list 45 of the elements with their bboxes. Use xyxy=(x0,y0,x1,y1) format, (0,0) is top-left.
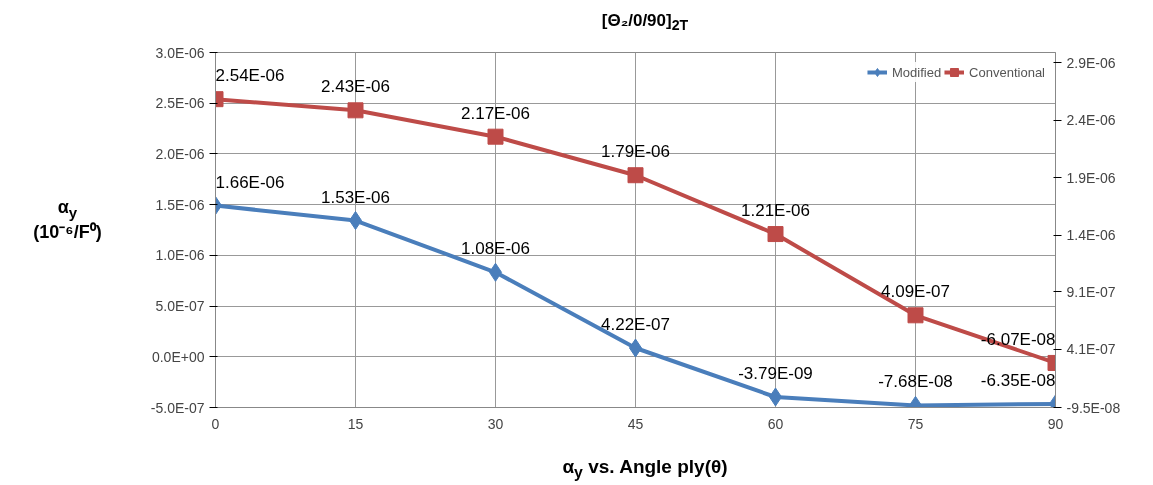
point xyxy=(627,167,644,184)
legend-label: Conventional xyxy=(969,64,1045,80)
y-tick-label: 2.0E-06 xyxy=(155,145,205,162)
y-tick-label: 3.0E-06 xyxy=(155,44,205,61)
y2-tick-label: 2.9E-06 xyxy=(1066,54,1116,71)
x-tick-label: 15 xyxy=(347,415,364,432)
y-tick-label: -5.0E-07 xyxy=(150,399,205,416)
y-tick-label: 5.0E-07 xyxy=(155,298,205,315)
data-label: 2.43E-06 xyxy=(321,77,390,97)
x-axis-title: α$_{y}$ vs. Angle ply(θ) xyxy=(562,456,728,483)
data-label: 1.79E-06 xyxy=(601,142,670,162)
data-label: 2.54E-06 xyxy=(215,66,285,86)
chart-title: [Θ₂/0/90]$_{2T}$ xyxy=(601,11,689,35)
data-label: 1.53E-06 xyxy=(321,187,390,207)
y2-tick-label: -9.5E-08 xyxy=(1066,399,1121,416)
y2-tick-label: 4.1E-07 xyxy=(1066,341,1116,358)
y-tick-label: 1.5E-06 xyxy=(155,196,205,213)
point xyxy=(767,226,784,243)
x-tick-label: 60 xyxy=(767,415,784,432)
point xyxy=(487,128,504,145)
data-label: 1.21E-06 xyxy=(741,201,810,221)
data-label: 4.09E-07 xyxy=(881,282,950,302)
data-label: 2.17E-06 xyxy=(461,103,530,123)
legend-label: Modified xyxy=(891,64,942,80)
y2-tick-label: 1.9E-06 xyxy=(1066,169,1116,186)
point xyxy=(347,102,364,119)
x-tick-label: 90 xyxy=(1047,415,1064,432)
y-axis-title: α$_{y}$ (10⁻⁶/F⁰) xyxy=(33,197,102,244)
x-tick-label: 75 xyxy=(907,415,924,432)
x-tick-label: 0 xyxy=(211,415,220,432)
data-label: -6.35E-08 xyxy=(980,370,1056,390)
y2-tick-label: 1.4E-06 xyxy=(1066,227,1116,244)
y2-tick-label: 9.1E-07 xyxy=(1066,283,1116,300)
data-label: 1.66E-06 xyxy=(215,172,285,192)
y-tick-label: 2.5E-06 xyxy=(155,95,205,112)
data-label: 1.08E-06 xyxy=(461,239,530,259)
data-label: 4.22E-07 xyxy=(601,315,670,335)
y-tick-label: 0.0E+00 xyxy=(151,348,205,365)
y2-tick-label: 2.4E-06 xyxy=(1066,112,1116,129)
y-tick-label: 1.0E-06 xyxy=(155,247,205,264)
x-tick-label: 45 xyxy=(627,415,644,432)
point xyxy=(907,307,924,324)
data-label: -3.79E-09 xyxy=(738,364,813,383)
data-label: -7.68E-08 xyxy=(878,372,953,392)
x-tick-label: 30 xyxy=(487,415,504,432)
